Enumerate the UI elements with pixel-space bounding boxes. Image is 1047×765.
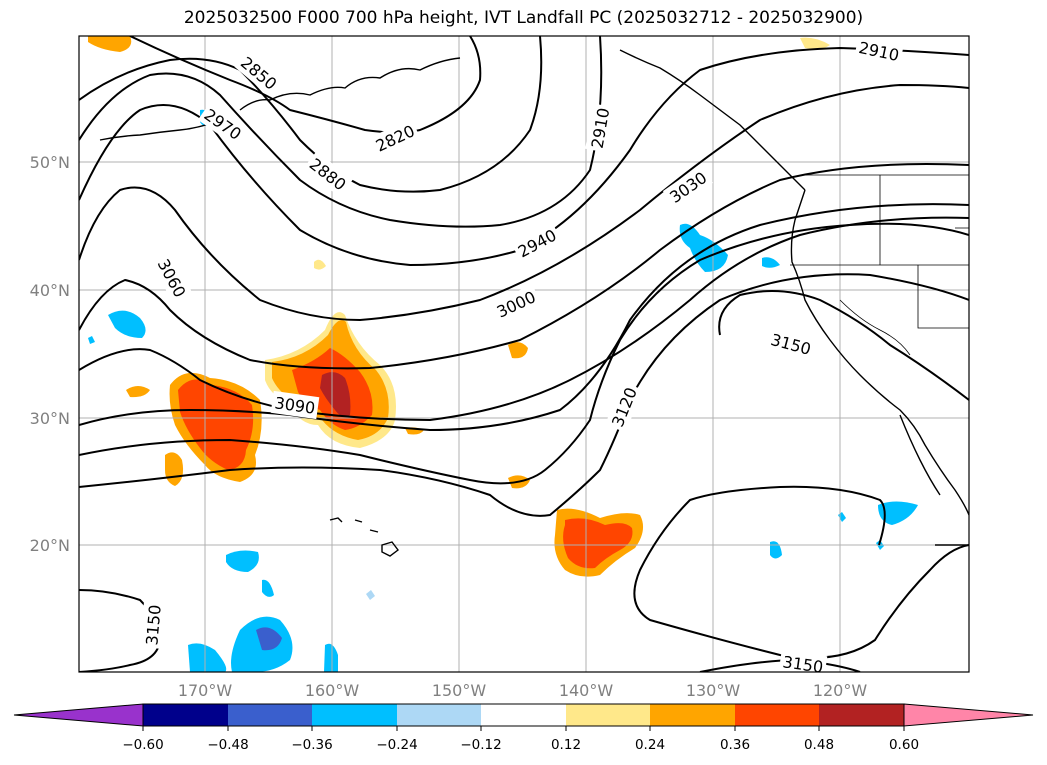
lon-label-140w: 140°W bbox=[559, 681, 614, 700]
height-contours bbox=[79, 36, 969, 672]
colorbar-bin bbox=[650, 704, 735, 726]
colorbar-tick-label: 0.48 bbox=[804, 737, 834, 753]
colorbar-bin bbox=[228, 704, 312, 726]
colorbar-tick-label: 0.12 bbox=[551, 737, 581, 753]
colorbar-bin bbox=[312, 704, 397, 726]
lat-label-50n: 50°N bbox=[30, 153, 70, 172]
colorbar-tick-label: −0.48 bbox=[207, 737, 248, 753]
lat-label-20n: 20°N bbox=[30, 536, 70, 555]
coastlines bbox=[99, 49, 969, 557]
colorbar-tick-label: −0.12 bbox=[460, 737, 501, 753]
colorbar-tick-label: −0.60 bbox=[122, 737, 163, 753]
lat-label-30n: 30°N bbox=[30, 409, 70, 428]
lat-labels: 50°N 40°N 30°N 20°N bbox=[30, 153, 70, 555]
lon-label-150w: 150°W bbox=[432, 681, 487, 700]
colorbar-tick-label: −0.24 bbox=[376, 737, 417, 753]
colorbar-tick-label: 0.36 bbox=[720, 737, 750, 753]
colorbar-bin bbox=[481, 704, 566, 726]
lon-label-170w: 170°W bbox=[178, 681, 233, 700]
lat-label-40n: 40°N bbox=[30, 281, 70, 300]
figure-title: 2025032500 F000 700 hPa height, IVT Land… bbox=[183, 8, 864, 28]
colorbar-tick-label: 0.24 bbox=[635, 737, 665, 753]
colorbar: −0.60 −0.48 −0.36 −0.24 −0.12 0.12 0.24 … bbox=[13, 703, 1034, 753]
contour-label-3150-c: 3150 bbox=[781, 652, 824, 676]
colorbar-bin bbox=[397, 704, 481, 726]
colorbar-under-extension bbox=[13, 703, 144, 727]
colorbar-ticks bbox=[142, 726, 905, 731]
lon-labels: 170°W 160°W 150°W 140°W 130°W 120°W bbox=[178, 681, 868, 700]
colorbar-bin bbox=[566, 704, 650, 726]
lon-label-120w: 120°W bbox=[813, 681, 868, 700]
lon-label-160w: 160°W bbox=[305, 681, 360, 700]
colorbar-bin bbox=[143, 704, 228, 726]
lon-label-130w: 130°W bbox=[686, 681, 741, 700]
colorbar-frame bbox=[142, 703, 905, 727]
colorbar-bin bbox=[735, 704, 819, 726]
colorbar-tick-label: 0.60 bbox=[889, 737, 919, 753]
map-frame bbox=[78, 35, 970, 673]
colorbar-tick-label: −0.36 bbox=[291, 737, 332, 753]
colorbar-bin bbox=[819, 704, 904, 726]
contour-label-3150-b: 3150 bbox=[142, 604, 164, 646]
colorbar-over-extension bbox=[903, 703, 1034, 727]
